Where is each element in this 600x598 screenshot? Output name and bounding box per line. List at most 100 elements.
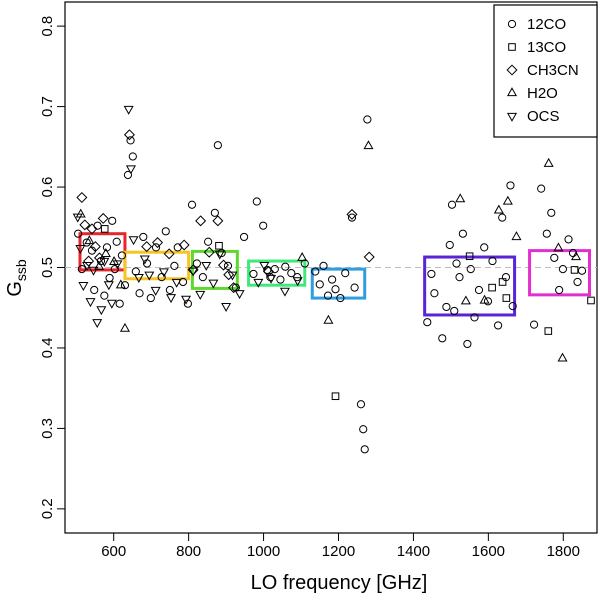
colored-box-5 — [310, 267, 367, 300]
x-tick-label-3: 1000 — [247, 543, 280, 560]
13co-point-10 — [587, 296, 595, 305]
scatter-points — [72, 105, 595, 454]
ocs-point-5 — [85, 298, 96, 308]
ocs-point-30 — [227, 271, 238, 281]
12co-point-38 — [213, 141, 222, 150]
ocs-point-28 — [214, 250, 225, 260]
12co-point-100 — [573, 277, 582, 287]
ocs-point-6 — [88, 266, 99, 276]
12co-point-81 — [470, 313, 479, 322]
ocs-point-23 — [180, 295, 192, 305]
12co-point-64 — [356, 400, 366, 409]
12co-point-95 — [550, 253, 559, 262]
ocs-point-34 — [266, 274, 277, 284]
y-axis-label-main: G — [4, 281, 26, 297]
12co-point-52 — [293, 273, 302, 282]
12co-point-22 — [139, 232, 148, 242]
12co-point-62 — [347, 213, 357, 222]
ocs-point-19 — [150, 286, 161, 296]
13co-point-6 — [498, 278, 507, 286]
12co-point-70 — [430, 289, 439, 298]
ocs-point-29 — [221, 302, 232, 312]
ocs-point-21 — [165, 294, 177, 304]
12co-point-91 — [529, 320, 539, 329]
h2o-point-4 — [100, 248, 111, 257]
h2o-point-13 — [479, 294, 490, 304]
ch3cn-point-2 — [79, 219, 91, 231]
12co-point-27 — [161, 227, 170, 236]
y-tick-label-6: 0.7 — [39, 96, 56, 117]
ch3cn-point-20 — [262, 266, 274, 278]
12co-point-68 — [423, 318, 432, 327]
12co-point-61 — [341, 269, 350, 278]
legend-label-ch3cn: CH3CN — [527, 62, 579, 79]
colored-box-2 — [123, 250, 191, 281]
ocs-point-31 — [234, 290, 245, 300]
12co-point-43 — [249, 269, 258, 279]
12co-point-10 — [105, 273, 114, 283]
12co-point-73 — [445, 240, 454, 250]
12co-point-18 — [126, 136, 135, 145]
12co-point-9 — [102, 243, 112, 252]
ch3cn-point-1 — [76, 191, 88, 204]
12co-point-58 — [328, 275, 337, 284]
ocs-point-35 — [279, 287, 290, 297]
ch3cn-point-10 — [152, 237, 164, 249]
12co-point-71 — [438, 334, 447, 343]
y-axis-label: Gssb — [4, 259, 29, 297]
12co-point-33 — [187, 200, 197, 209]
h2o-point-11 — [455, 193, 466, 203]
colored-box-3 — [190, 249, 239, 290]
h2o-point-20 — [570, 251, 582, 261]
y-tick-label-3: 0.4 — [39, 338, 56, 359]
h2o-point-3 — [94, 260, 105, 270]
12co-point-84 — [483, 297, 493, 306]
12co-point-45 — [259, 221, 268, 230]
12co-point-87 — [498, 213, 507, 222]
12co-point-89 — [506, 181, 515, 190]
legend-marker-ocs — [506, 112, 518, 122]
13co-point-7 — [502, 294, 511, 302]
x-tick-label-4: 1200 — [322, 543, 355, 560]
ocs-point-13 — [123, 105, 134, 115]
12co-point-97 — [558, 265, 568, 274]
12co-point-16 — [120, 281, 130, 290]
h2o-point-15 — [502, 195, 513, 205]
12co-point-56 — [319, 261, 328, 270]
12co-point-34 — [192, 259, 201, 268]
ch3cn-point-12 — [178, 239, 190, 251]
12co-point-14 — [115, 299, 124, 308]
y-tick-label-4: 0.5 — [39, 257, 56, 278]
ch3cn-point-3 — [83, 255, 95, 267]
ch3cn-point-19 — [228, 282, 240, 294]
12co-point-101 — [577, 266, 587, 275]
ch3cn-point-7 — [97, 212, 109, 224]
y-axis-label-subscript: ssb — [13, 259, 29, 281]
h2o-point-19 — [557, 352, 568, 362]
12co-point-50 — [281, 262, 290, 271]
colored-box-7 — [528, 249, 592, 297]
ch3cn-point-21 — [346, 208, 358, 220]
12co-point-11 — [108, 216, 117, 225]
12co-point-12 — [110, 265, 119, 274]
x-tick-label-6: 1600 — [472, 543, 505, 560]
legend-label-ocs: OCS — [527, 108, 560, 125]
x-tick-label-5: 1400 — [397, 543, 430, 560]
13co-point-2 — [215, 241, 223, 250]
legend: 12CO 13CO CH3CN H2O OCS — [493, 4, 598, 138]
12co-point-98 — [564, 235, 573, 244]
y-tick-label-2: 0.3 — [39, 418, 56, 439]
h2o-point-16 — [511, 231, 522, 241]
12co-point-44 — [252, 197, 261, 206]
axes: 600 800 1000 1200 1400 1600 1800 0.2 0.3 0.4 0.5 0.… — [39, 16, 580, 560]
ocs-point-1 — [72, 213, 83, 223]
12co-point-76 — [452, 259, 461, 268]
y-axis-label-group: Gssb — [4, 259, 29, 297]
ch3cn-point-17 — [217, 259, 229, 271]
12co-point-80 — [466, 265, 475, 274]
12co-point-93 — [542, 229, 551, 238]
12co-point-19 — [128, 152, 137, 161]
ch3cn-point-11 — [163, 248, 175, 260]
h2o-point-18 — [553, 242, 564, 252]
12co-point-63 — [350, 283, 359, 292]
